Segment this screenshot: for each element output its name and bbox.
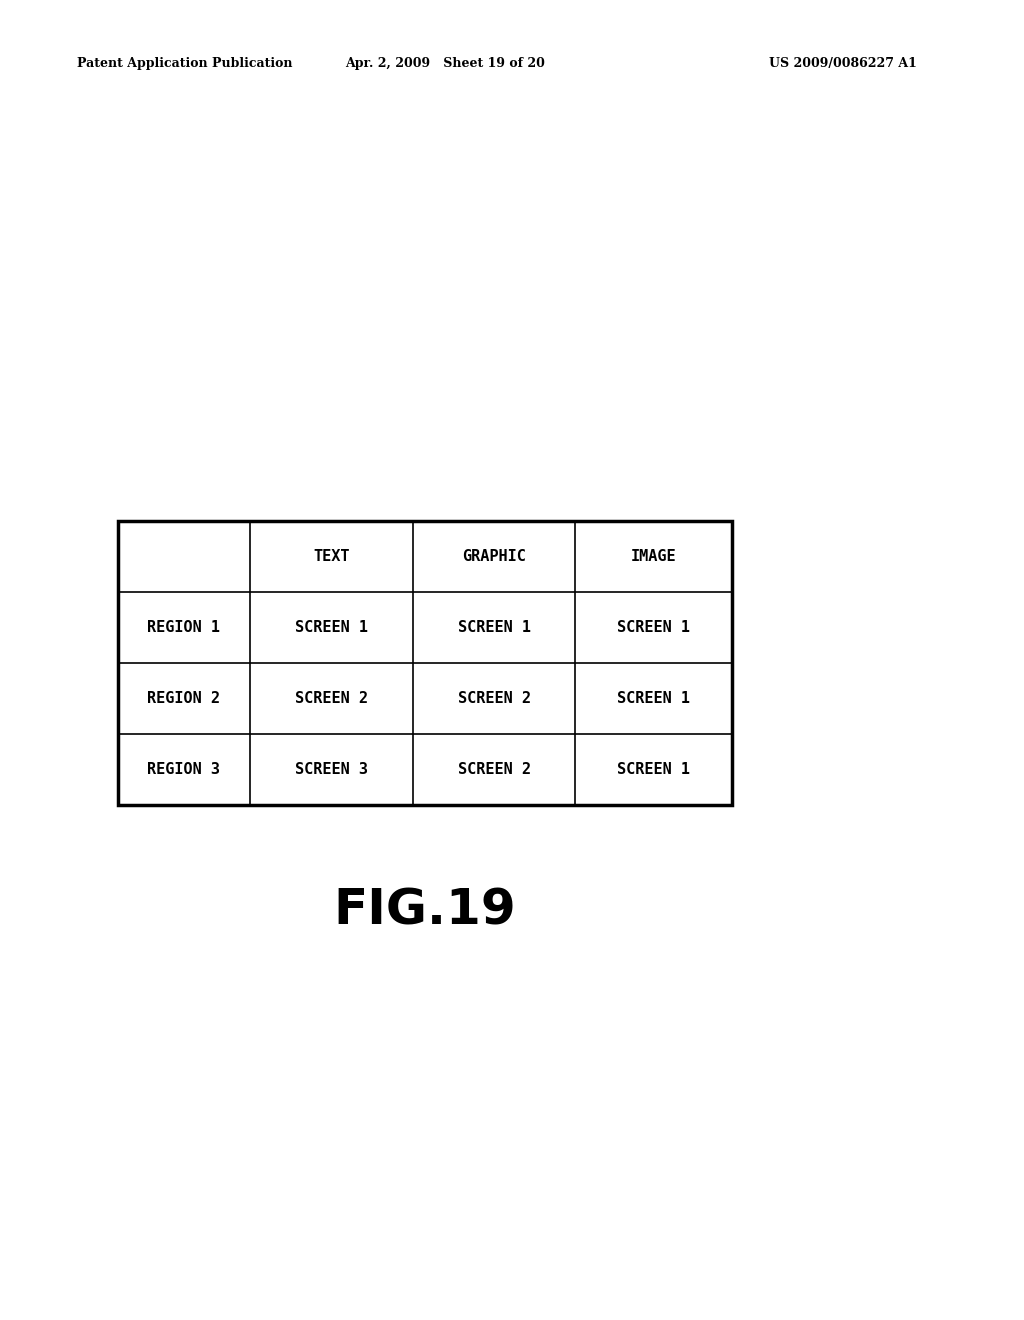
Text: REGION 3: REGION 3 — [147, 762, 220, 777]
Text: TEXT: TEXT — [313, 549, 349, 565]
Text: SCREEN 1: SCREEN 1 — [617, 620, 690, 635]
Text: SCREEN 2: SCREEN 2 — [458, 762, 530, 777]
Text: SCREEN 3: SCREEN 3 — [295, 762, 368, 777]
Text: SCREEN 1: SCREEN 1 — [458, 620, 530, 635]
Text: SCREEN 1: SCREEN 1 — [617, 762, 690, 777]
Text: GRAPHIC: GRAPHIC — [462, 549, 526, 565]
Text: SCREEN 2: SCREEN 2 — [295, 692, 368, 706]
Bar — [118, 521, 732, 805]
Text: SCREEN 1: SCREEN 1 — [295, 620, 368, 635]
Text: Apr. 2, 2009   Sheet 19 of 20: Apr. 2, 2009 Sheet 19 of 20 — [345, 57, 546, 70]
Text: US 2009/0086227 A1: US 2009/0086227 A1 — [769, 57, 916, 70]
Text: REGION 2: REGION 2 — [147, 692, 220, 706]
Text: REGION 1: REGION 1 — [147, 620, 220, 635]
Text: FIG.19: FIG.19 — [334, 887, 516, 935]
Text: IMAGE: IMAGE — [631, 549, 677, 565]
Text: Patent Application Publication: Patent Application Publication — [77, 57, 292, 70]
Text: SCREEN 1: SCREEN 1 — [617, 692, 690, 706]
Text: SCREEN 2: SCREEN 2 — [458, 692, 530, 706]
